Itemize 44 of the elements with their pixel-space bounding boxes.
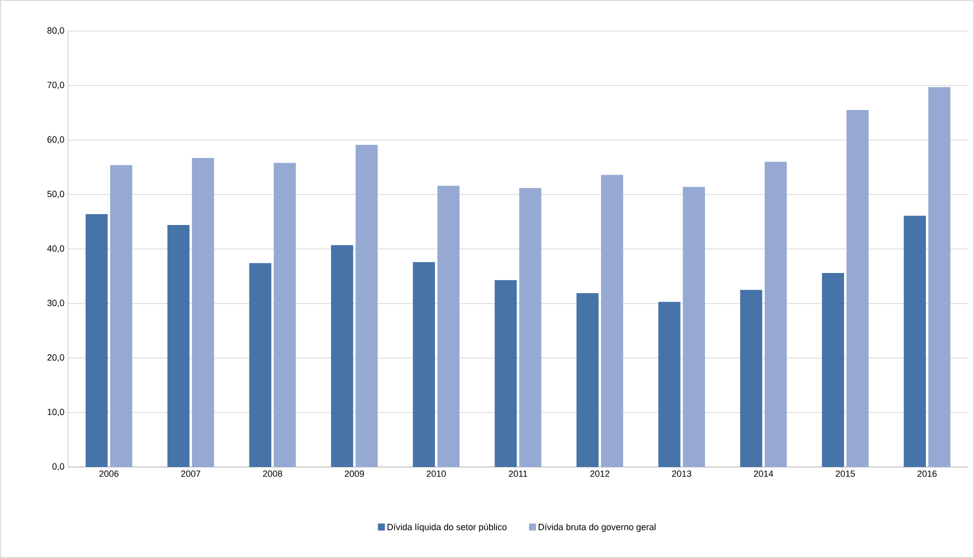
bar [331, 245, 354, 467]
bar [576, 293, 599, 467]
bar [167, 225, 190, 467]
bar [274, 162, 296, 467]
bar [928, 87, 950, 467]
y-tick-label: 60,0 [47, 136, 64, 144]
bar [494, 280, 517, 467]
bar [412, 262, 435, 467]
legend-label: Dívida líquida do setor público [388, 523, 507, 532]
x-tick-label: 2009 [344, 470, 364, 477]
bar [192, 158, 214, 467]
x-tick-label: 2016 [918, 470, 937, 477]
bar [86, 214, 108, 467]
bar [682, 186, 705, 467]
bar [658, 302, 680, 467]
x-tick-label: 2006 [99, 470, 118, 477]
bar [846, 110, 869, 467]
bar [519, 188, 542, 467]
bar [110, 165, 132, 467]
bar [764, 162, 787, 467]
x-tick-label: 2015 [836, 470, 855, 477]
bar [437, 186, 460, 467]
bar [904, 216, 926, 467]
x-tick-label: 2013 [672, 470, 692, 477]
bar [740, 290, 762, 467]
x-tick-label: 2008 [263, 470, 282, 477]
y-tick-label: 0,0 [52, 463, 64, 471]
y-tick-label: 50,0 [47, 190, 64, 198]
legend-label: Dívida bruta do governo geral [538, 523, 656, 532]
y-tick-label: 80,0 [47, 27, 64, 35]
bar [601, 174, 624, 467]
x-tick-label: 2011 [508, 470, 528, 477]
y-tick-label: 20,0 [47, 354, 64, 362]
y-tick-label: 70,0 [47, 82, 64, 90]
y-tick-label: 40,0 [47, 245, 64, 253]
bar [249, 263, 272, 467]
bar [822, 272, 844, 467]
bar [356, 144, 378, 467]
y-tick-label: 30,0 [47, 300, 64, 308]
x-tick-label: 2012 [590, 470, 610, 477]
y-tick-label: 10,0 [48, 408, 64, 416]
x-tick-label: 2007 [181, 470, 200, 477]
x-tick-label: 2010 [426, 470, 446, 477]
x-tick-label: 2014 [754, 470, 774, 477]
